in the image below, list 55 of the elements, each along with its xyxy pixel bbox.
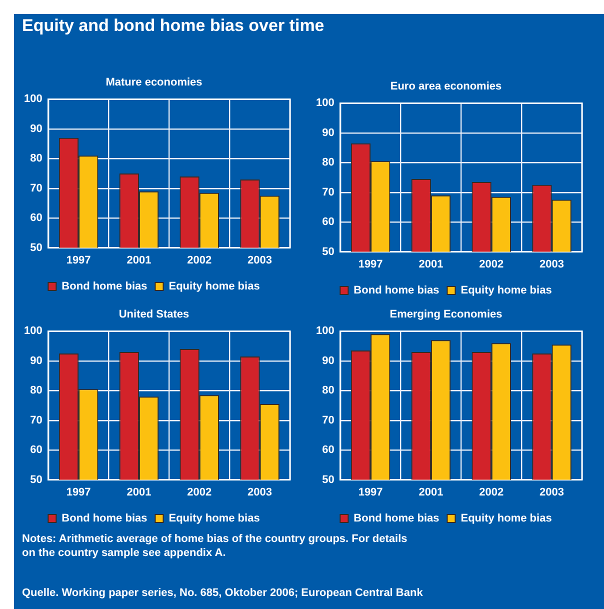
legend-label: Bond home bias: [354, 284, 440, 297]
legend-label: Equity home bias: [460, 284, 552, 297]
y-tick-label: 50: [322, 474, 334, 486]
chart-title: United States: [118, 308, 190, 321]
x-tick-label: 1997: [358, 258, 383, 270]
x-tick-label: 2001: [126, 254, 152, 266]
x-tick-label: 2003: [540, 486, 564, 498]
y-tick-label: 90: [30, 122, 42, 135]
y-tick-label: 70: [30, 182, 42, 194]
y-tick-label: 80: [30, 152, 42, 165]
y-tick-label: 60: [322, 216, 334, 228]
x-tick-label: 2003: [248, 486, 272, 498]
y-tick-label: 100: [316, 325, 334, 338]
x-tick-label: 2001: [126, 486, 152, 498]
y-tick-label: 80: [30, 384, 42, 397]
x-tick-label: 2002: [187, 486, 212, 498]
y-tick-label: 60: [322, 444, 334, 456]
x-tick-label: 1997: [66, 254, 91, 266]
y-tick-label: 50: [30, 242, 42, 254]
legend-label: Bond home bias: [354, 512, 440, 525]
x-tick-label: 2003: [540, 258, 564, 270]
y-tick-label: 90: [322, 354, 334, 367]
y-tick-label: 90: [30, 354, 42, 367]
legend-label: Equity home bias: [168, 280, 260, 293]
y-tick-label: 70: [322, 186, 334, 198]
x-tick-label: 1997: [66, 486, 91, 498]
text: Notes: Arithmetic average of home bias of the country groups. For details on the country sample see appendix A.: [22, 532, 408, 560]
x-tick-label: 2002: [187, 254, 212, 266]
legend-label: Bond home bias: [62, 512, 148, 525]
y-tick-label: 80: [322, 384, 334, 397]
y-tick-label: 60: [30, 212, 42, 224]
chart-title: Emerging Economies: [390, 308, 502, 321]
chart-title: Mature economies: [106, 76, 202, 89]
y-tick-label: 50: [322, 246, 334, 258]
y-tick-label: 70: [30, 414, 42, 426]
x-tick-label: 2002: [479, 486, 504, 498]
y-tick-label: 80: [322, 156, 334, 169]
x-tick-label: 2001: [418, 486, 444, 498]
x-tick-label: 2001: [418, 258, 444, 270]
y-tick-label: 60: [30, 444, 42, 456]
x-tick-label: 2002: [479, 258, 504, 270]
y-tick-label: 100: [316, 97, 334, 110]
y-tick-label: 100: [24, 93, 42, 106]
legend-label: Equity home bias: [168, 512, 260, 525]
y-tick-label: 100: [24, 325, 42, 338]
y-tick-label: 90: [322, 126, 334, 139]
x-tick-label: 2003: [248, 254, 272, 266]
x-tick-label: 1997: [358, 486, 383, 498]
legend-label: Equity home bias: [460, 512, 552, 525]
y-tick-label: 50: [30, 474, 42, 486]
text: Equity and bond home bias over time: [22, 16, 324, 36]
source-note: Quelle. Working paper series, No. 685, Oktober 2006; European Central Bank: [22, 586, 424, 600]
chart-title: Euro area economies: [390, 80, 502, 93]
legend-label: Bond home bias: [62, 280, 148, 293]
y-tick-label: 70: [322, 414, 334, 426]
